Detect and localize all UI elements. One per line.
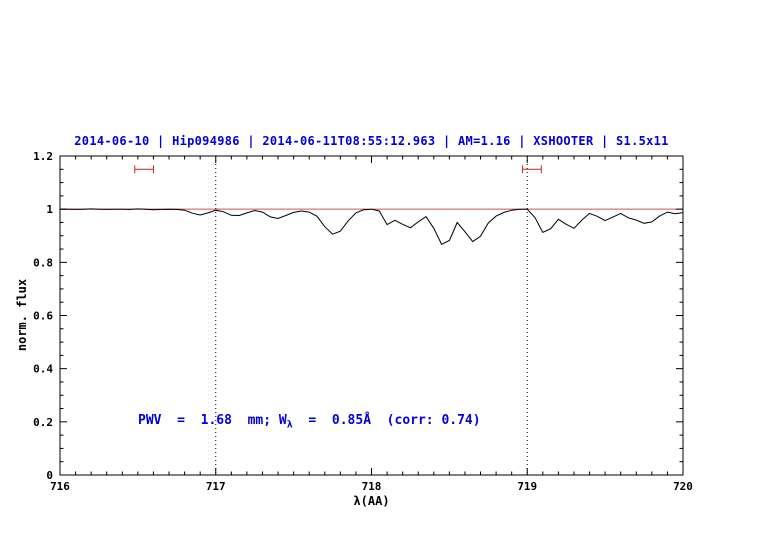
x-tick-label: 717: [206, 480, 226, 493]
y-tick-label: 1: [46, 203, 53, 216]
plot-title: 2014-06-10 | Hip094986 | 2014-06-11T08:5…: [74, 134, 669, 148]
x-axis-label: λ(AA): [353, 494, 390, 508]
y-tick-label: 0.4: [33, 363, 53, 376]
pwv-annotation-subscript: λ: [286, 419, 293, 431]
x-tick-label: 716: [50, 480, 70, 493]
y-axis-label: norm. flux: [15, 278, 29, 352]
y-tick-label: 0.8: [33, 256, 53, 269]
spectrum-line: [60, 208, 684, 245]
y-tick-label: 0: [46, 469, 53, 482]
x-tick-label: 718: [362, 480, 382, 493]
pwv-annotation-prefix: PWV = 1.68 mm; W: [138, 413, 287, 428]
plot-frame: [59, 155, 684, 476]
x-tick-label: 720: [673, 480, 693, 493]
x-tick-label: 719: [517, 480, 537, 493]
pwv-annotation-suffix: = 0.85Å (corr: 0.74): [292, 413, 481, 428]
y-tick-label: 1.2: [33, 150, 53, 163]
y-tick-label: 0.6: [33, 310, 53, 323]
pwv-annotation: PWV = 1.68 mm; Wλ = 0.85Å (corr: 0.74): [138, 413, 481, 431]
y-tick-label: 0.2: [33, 416, 53, 429]
